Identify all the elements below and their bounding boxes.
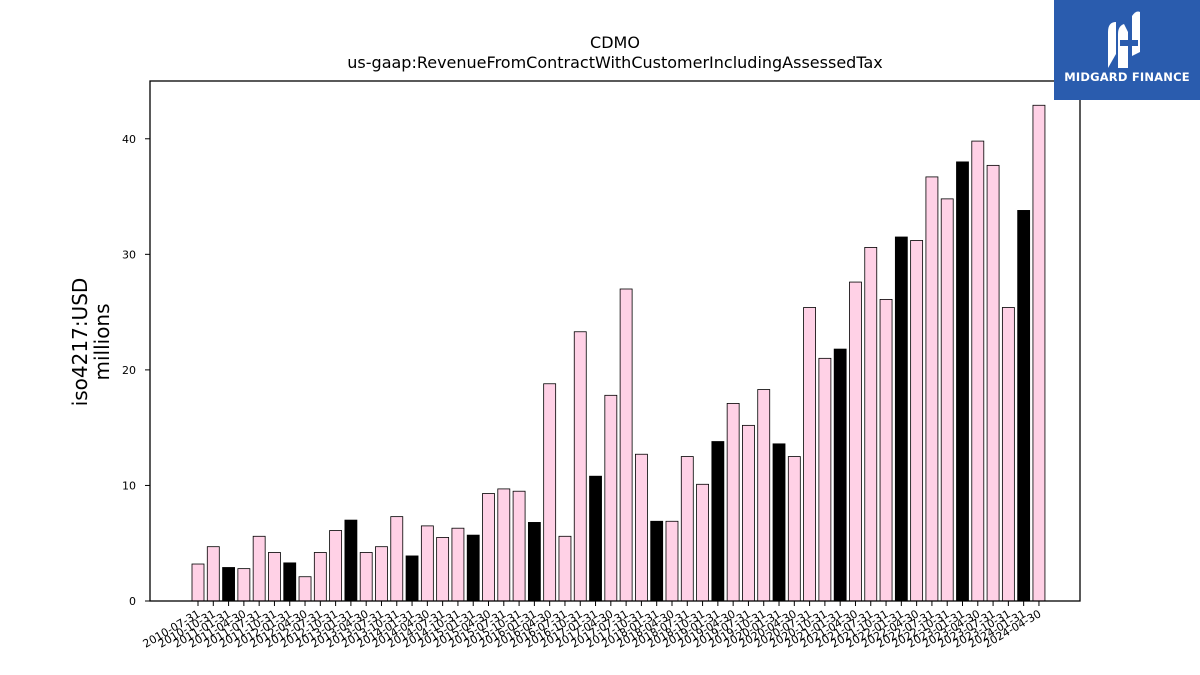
bar-2018-04-30 — [665, 520, 679, 602]
chart-title: CDMO — [590, 33, 640, 52]
bar-2023-04-30 — [971, 140, 985, 602]
bar-2021-07-31 — [864, 246, 878, 602]
bar-2012-07-31 — [313, 552, 327, 602]
bar-2016-04-30 — [543, 383, 557, 602]
bar-2023-01-31 — [956, 161, 969, 602]
bar-2013-07-31 — [375, 546, 388, 602]
bar-2019-10-31 — [757, 389, 771, 602]
bar-2011-07-31 — [252, 535, 266, 602]
bar-2013-10-31 — [390, 516, 404, 602]
bar-2010-07-31 — [191, 563, 205, 602]
bar-2012-01-31 — [283, 562, 297, 602]
y-axis-label-units: millions — [90, 303, 114, 380]
bar-2021-04-30 — [849, 281, 862, 602]
bar-2015-01-31 — [466, 534, 480, 602]
bar-2016-07-31 — [558, 535, 572, 602]
bar-2018-07-31 — [680, 456, 694, 602]
y-tick-label: 30 — [122, 248, 136, 261]
plot-frame — [149, 80, 1081, 602]
bar-2023-10-31 — [1001, 307, 1015, 602]
bar-2017-01-31 — [589, 475, 602, 602]
bar-2014-04-30 — [420, 525, 434, 602]
bar-2014-01-31 — [405, 555, 419, 602]
x-axis: 2010-07-312010-10-312011-01-312011-04-30… — [141, 601, 1043, 651]
bar-2017-07-31 — [619, 288, 633, 602]
bar-2023-07-31 — [986, 164, 1000, 602]
bar-2022-10-31 — [940, 198, 954, 602]
bar-2022-04-30 — [910, 240, 924, 602]
bar-2020-01-31 — [772, 443, 786, 602]
y-tick-label: 20 — [122, 364, 136, 377]
bar-2010-10-31 — [206, 546, 220, 602]
y-axis-label: iso4217:USD millions — [68, 278, 114, 407]
bar-2020-07-31 — [803, 307, 816, 602]
chart-subtitle: us-gaap:RevenueFromContractWithCustomerI… — [347, 53, 882, 72]
bar-2012-10-31 — [329, 530, 343, 602]
bar-2011-01-31 — [222, 567, 235, 602]
y-axis: 0 10 20 30 40 — [122, 133, 150, 608]
bar-2020-04-30 — [787, 456, 801, 602]
bar-2022-07-31 — [925, 176, 939, 602]
bar-2013-01-31 — [344, 519, 358, 602]
bar-2016-01-31 — [527, 522, 541, 602]
bar-2020-10-31 — [818, 357, 832, 602]
bar-2018-01-31 — [650, 520, 664, 602]
bars — [191, 104, 1046, 602]
bar-2014-07-31 — [436, 537, 450, 602]
midgard-logo-icon — [1108, 11, 1140, 68]
bar-2024-04-30 — [1032, 104, 1046, 602]
bar-2018-10-31 — [696, 483, 709, 602]
bar-2022-01-31 — [894, 236, 908, 602]
bar-2015-10-31 — [512, 490, 526, 602]
bar-2011-04-30 — [237, 568, 251, 602]
bar-2024-01-31 — [1017, 210, 1031, 602]
bar-2011-10-31 — [268, 552, 281, 602]
bar-2017-10-31 — [635, 453, 648, 602]
bar-2015-04-30 — [482, 493, 495, 602]
bar-2014-10-31 — [451, 527, 465, 602]
bar-2019-04-30 — [726, 402, 740, 602]
bar-2012-04-30 — [298, 576, 312, 602]
logo-text: MIDGARD FINANCE — [1064, 70, 1190, 84]
bar-2021-01-31 — [833, 348, 847, 602]
y-tick-label: 40 — [122, 133, 136, 146]
y-tick-label: 0 — [129, 595, 136, 608]
bar-2016-10-31 — [573, 331, 587, 602]
bar-2013-04-30 — [359, 552, 373, 602]
midgard-finance-logo: MIDGARD FINANCE — [1054, 0, 1200, 100]
bar-2017-04-30 — [604, 394, 618, 602]
bar-2019-07-31 — [742, 424, 755, 602]
bar-2019-01-31 — [711, 441, 725, 602]
bar-2021-10-31 — [879, 298, 893, 602]
bar-2015-07-31 — [497, 488, 511, 602]
y-tick-label: 10 — [122, 479, 136, 492]
y-axis-label-main: iso4217:USD — [68, 278, 92, 407]
